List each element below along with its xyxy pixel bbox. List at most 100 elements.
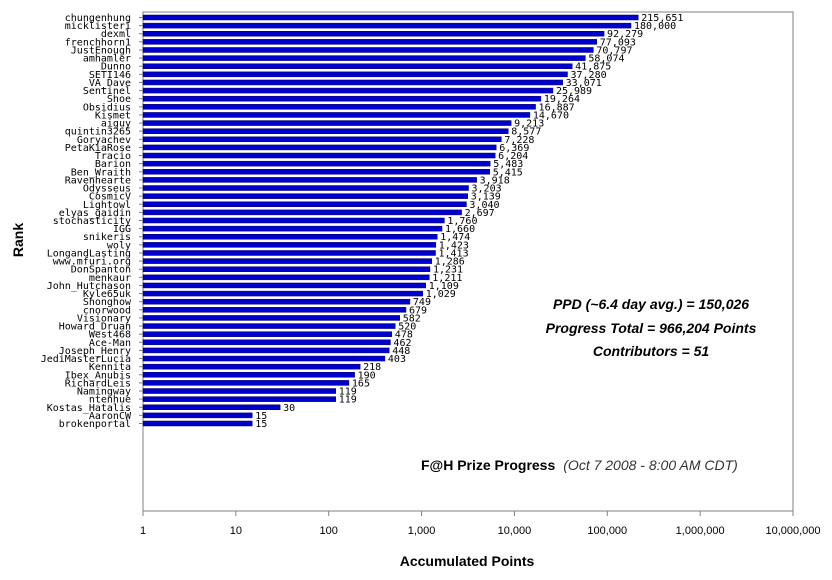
prize-title: F@H Prize Progress [421, 457, 555, 473]
value-label-43: 218 [363, 362, 381, 373]
x-tick-label-3: 1,000 [408, 525, 436, 537]
bar-48 [142, 404, 281, 411]
value-label-24: 2,697 [465, 208, 495, 219]
bar-28 [142, 242, 437, 248]
value-label-39: 478 [395, 330, 413, 341]
category-label-48: Kostas_Hatalis [47, 403, 131, 414]
bar-10 [142, 95, 542, 102]
bar-20 [142, 177, 477, 183]
bar-40 [142, 339, 391, 346]
value-label-23: 3,040 [469, 200, 499, 211]
value-label-31: 1,231 [433, 265, 463, 276]
category-label-36: cnorwood [83, 305, 131, 316]
value-label-20: 3,918 [480, 175, 510, 186]
value-label-47: 119 [339, 395, 357, 406]
category-label-17: Tracio [95, 151, 131, 162]
value-label-29: 1,413 [439, 248, 469, 259]
category-label-47: ntenhue [89, 395, 131, 406]
bar-46 [142, 388, 336, 394]
category-label-0: chungenhung [65, 13, 131, 24]
bar-15 [142, 136, 502, 143]
value-label-19: 5,415 [493, 167, 523, 178]
bar-50 [142, 420, 253, 427]
bar-29 [142, 250, 436, 256]
category-label-28: woly [107, 240, 131, 251]
bar-34 [142, 290, 423, 297]
value-label-42: 403 [388, 354, 406, 365]
category-label-35: Shonghow [83, 297, 132, 308]
bar-19 [142, 169, 490, 175]
value-label-21: 3,203 [472, 184, 502, 195]
value-label-14: 8,577 [511, 127, 541, 138]
value-label-37: 582 [403, 313, 421, 324]
value-label-3: 77,093 [600, 37, 636, 48]
bar-22 [142, 193, 468, 199]
category-label-14: quintin3265 [65, 127, 131, 138]
bar-47 [142, 396, 336, 402]
category-label-1: micklisteri [65, 21, 131, 32]
value-label-26: 1,660 [445, 224, 475, 235]
category-label-30: www.mfuri.org [53, 257, 131, 268]
category-label-8: VA_Dave [89, 78, 131, 89]
value-label-28: 1,423 [439, 240, 469, 251]
bar-14 [142, 128, 509, 134]
category-labels: chungenhungmicklisteridexmlfrenchhorn1Ju… [41, 13, 132, 430]
category-label-18: Barion [95, 159, 131, 170]
bar-25 [142, 217, 445, 224]
x-tick-label-7: 10,000,000 [765, 525, 820, 537]
value-label-7: 37,280 [570, 70, 606, 81]
value-label-35: 749 [413, 297, 431, 308]
value-label-41: 448 [392, 346, 410, 357]
bar-27 [142, 233, 438, 240]
category-label-41: Joseph_Henry [59, 346, 131, 357]
contributors-annotation: Contributors = 51 [593, 343, 710, 359]
bars-layer [139, 14, 639, 427]
bar-0 [142, 14, 639, 21]
x-axis-title: Accumulated Points [400, 553, 535, 569]
value-label-30: 1,286 [435, 257, 465, 268]
value-label-17: 6,204 [498, 151, 528, 162]
value-label-10: 19,264 [544, 94, 580, 105]
value-label-6: 41,875 [575, 62, 611, 73]
category-label-2: dexml [101, 29, 131, 40]
category-label-24: elyas_gaidin [59, 208, 131, 219]
value-label-9: 25,989 [556, 86, 592, 97]
value-label-45: 165 [352, 378, 370, 389]
x-tick-label-1: 10 [230, 525, 242, 537]
category-label-31: DonSpanton [71, 265, 131, 276]
bar-49 [142, 412, 253, 419]
bar-26 [142, 225, 443, 232]
bar-3 [142, 39, 598, 45]
category-label-45: RichardLeis [65, 378, 131, 389]
category-label-7: SETI146 [89, 70, 131, 81]
category-label-23: Lightowl [83, 200, 131, 211]
progress-total-annotation: Progress Total = 966,204 Points [546, 320, 757, 336]
value-label-4: 70,797 [596, 45, 632, 56]
value-label-46: 119 [339, 387, 357, 398]
category-label-11: Obsidius [83, 102, 131, 113]
x-tick-label-2: 100 [320, 525, 338, 537]
prize-date: (Oct 7 2008 - 8:00 AM CDT) [563, 457, 738, 473]
category-label-42: JediMasterLucia [41, 354, 131, 365]
bar-2 [142, 30, 605, 37]
y-axis-title: Rank [10, 223, 26, 257]
value-label-15: 7,228 [504, 135, 534, 146]
bar-36 [142, 307, 407, 313]
category-label-3: frenchhorn1 [65, 37, 131, 48]
bar-12 [142, 112, 531, 118]
value-label-2: 92,279 [607, 29, 643, 40]
category-label-32: menkaur [89, 273, 131, 284]
bar-39 [142, 331, 393, 337]
bar-24 [142, 209, 462, 216]
x-tick-label-5: 100,000 [587, 525, 627, 537]
bar-13 [142, 120, 512, 126]
value-label-50: 15 [255, 419, 267, 430]
bar-38 [142, 323, 396, 329]
bar-32 [142, 274, 430, 281]
value-label-38: 520 [398, 322, 416, 333]
category-label-50: brokenportal [59, 419, 131, 430]
value-label-13: 9,213 [514, 119, 544, 130]
bar-18 [142, 160, 491, 167]
bar-1 [142, 22, 632, 29]
category-label-37: Visionary [77, 313, 131, 324]
